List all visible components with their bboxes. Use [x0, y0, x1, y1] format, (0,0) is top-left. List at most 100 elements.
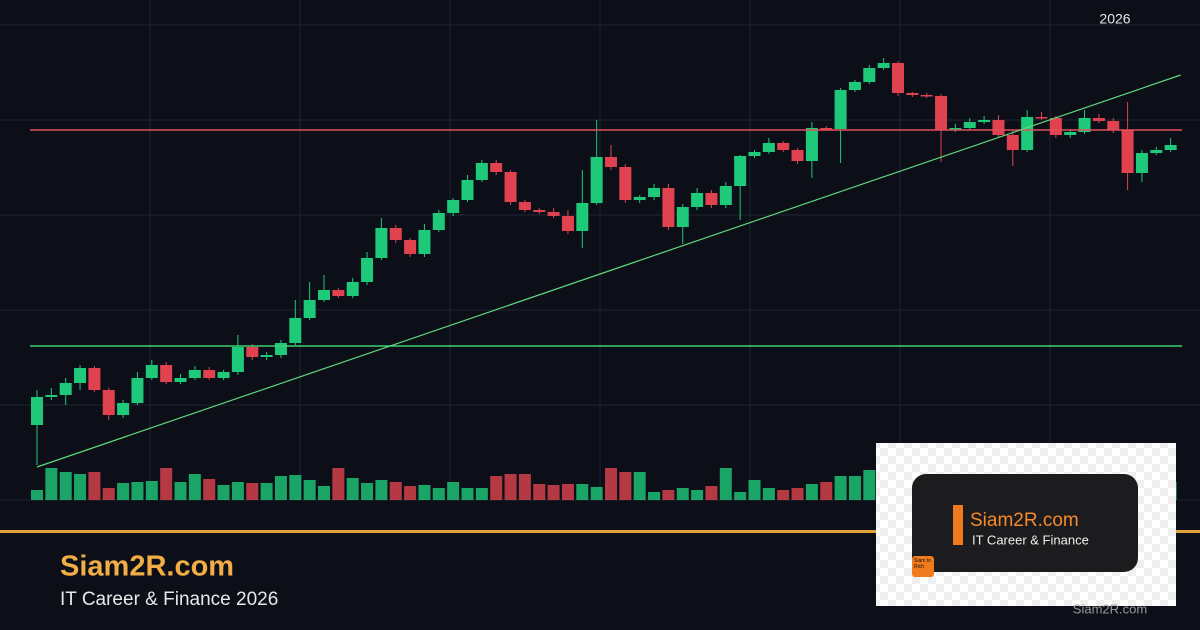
volume-bar [676, 488, 689, 500]
candle-body [203, 370, 216, 378]
volume-bar [662, 490, 675, 500]
candle-body [949, 128, 962, 130]
candle-body [848, 82, 861, 90]
volume-bar [719, 468, 732, 500]
candle-body [74, 368, 87, 383]
volume-bar [490, 476, 503, 500]
volume-bar [461, 488, 474, 500]
logo-badge-text-box: Siam to Rich [914, 558, 931, 570]
candle-body [1078, 118, 1091, 132]
logo-badge [912, 556, 934, 577]
volume-bar [848, 476, 861, 500]
candle-body [1064, 132, 1077, 135]
volume-bar [361, 483, 374, 500]
volume-bar [74, 474, 87, 500]
candle-body [404, 240, 417, 254]
candle-body [992, 120, 1005, 135]
volume-bar [102, 488, 115, 500]
volume-bar [145, 481, 158, 500]
candle-body [361, 258, 374, 282]
volume-bar [375, 480, 388, 500]
volume-bar [533, 484, 546, 500]
volume-bar [805, 484, 818, 500]
candle-body [791, 150, 804, 161]
candle-body [877, 63, 890, 68]
volume-bar [791, 488, 804, 500]
volume-bar [188, 474, 201, 500]
candle-body [676, 207, 689, 227]
candle-body [1164, 145, 1177, 150]
candle-body [662, 188, 675, 227]
candle-body [102, 390, 115, 415]
candle-body [748, 152, 761, 156]
year-label: 2026 [1099, 11, 1130, 27]
volume-bar [303, 480, 316, 500]
candle-body [705, 193, 718, 205]
volume-bar [605, 468, 617, 500]
volume-bar [518, 474, 531, 500]
volume-bar [45, 468, 58, 500]
volume-bar [820, 482, 833, 500]
volume-bar [31, 490, 43, 500]
brand-tagline: IT Career & Finance 2026 [60, 589, 278, 610]
candle-body [59, 383, 72, 395]
logo-tagline: IT Career & Finance [972, 532, 1089, 547]
volume-bar [734, 492, 747, 500]
candle-body [935, 96, 948, 130]
volume-bar [418, 485, 431, 500]
candle-body [31, 397, 43, 425]
candle-body [576, 203, 589, 231]
candle-body [734, 156, 747, 186]
candle-body [332, 290, 345, 296]
volume-bar [404, 486, 417, 500]
candle-body [375, 228, 388, 258]
volume-bar [834, 476, 847, 500]
candle-body [318, 290, 330, 300]
candle-body [762, 143, 775, 152]
candle-body [834, 90, 847, 129]
candle-body [289, 318, 302, 343]
volume-bar [318, 486, 330, 500]
volume-bar [160, 468, 173, 500]
candle-body [777, 143, 790, 150]
volume-bar [762, 488, 775, 500]
candle-body [892, 63, 904, 93]
volume-bar [260, 483, 273, 500]
volume-bar [633, 472, 646, 500]
candle-body [1035, 117, 1048, 119]
candle-body [88, 368, 101, 390]
candle-body [490, 163, 503, 172]
volume-bar [332, 468, 345, 500]
candle-body [605, 157, 617, 167]
candle-body [389, 228, 402, 240]
logo-card [912, 474, 1138, 572]
volume-bar [863, 470, 876, 500]
candle-body [978, 120, 991, 122]
volume-bar [131, 482, 144, 500]
candle-body [188, 370, 201, 378]
volume-bar [648, 492, 661, 500]
candle-body [231, 347, 244, 372]
candle-body [820, 128, 833, 130]
candle-body [1135, 153, 1148, 173]
candle-body [1006, 135, 1019, 150]
volume-bar [59, 472, 72, 500]
candle-body [719, 186, 732, 205]
volume-bar [346, 478, 359, 500]
candle-body [303, 300, 316, 318]
brand-name: Siam2R.com [60, 551, 234, 583]
volume-bar [274, 476, 287, 500]
logo-name: Siam2R.com [970, 510, 1079, 531]
candle-body [432, 213, 445, 230]
volume-bar [748, 480, 761, 500]
candle-body [863, 68, 876, 82]
volume-bar [88, 472, 101, 500]
volume-bar [590, 487, 603, 500]
volume-bar [777, 490, 790, 500]
volume-bar [447, 482, 460, 500]
candle-body [691, 193, 704, 207]
candle-body [475, 163, 488, 180]
candle-body [805, 128, 818, 161]
